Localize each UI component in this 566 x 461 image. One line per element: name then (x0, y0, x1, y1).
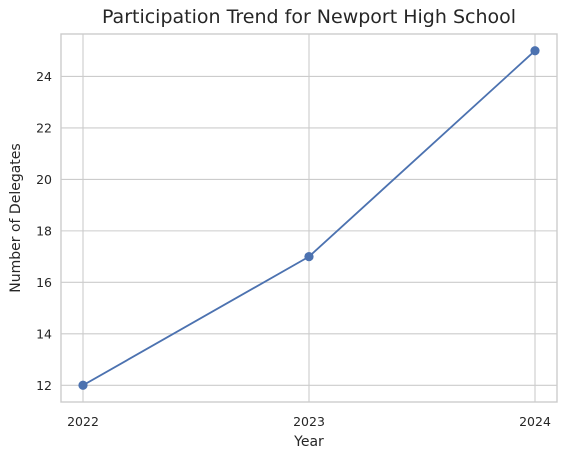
x-tick-label: 2024 (519, 414, 551, 429)
series-layer (78, 46, 540, 390)
y-tick-label: 16 (36, 275, 52, 290)
y-tick-label: 18 (36, 223, 52, 238)
chart-title: Participation Trend for Newport High Sch… (102, 6, 516, 28)
data-point (304, 252, 314, 262)
x-tick-label: 2023 (293, 414, 325, 429)
x-tick-label: 2022 (67, 414, 99, 429)
y-tick-label: 20 (36, 172, 52, 187)
plot-frame (60, 33, 558, 403)
y-tick-label: 12 (36, 378, 52, 393)
y-tick-label: 22 (36, 120, 52, 135)
y-tick-label: 24 (36, 69, 52, 84)
data-point (530, 46, 540, 56)
grid (61, 34, 557, 402)
y-axis-label: Number of Delegates (8, 143, 24, 292)
x-axis-label: Year (293, 434, 324, 450)
y-tick-label: 14 (36, 326, 52, 341)
data-point (78, 380, 88, 390)
